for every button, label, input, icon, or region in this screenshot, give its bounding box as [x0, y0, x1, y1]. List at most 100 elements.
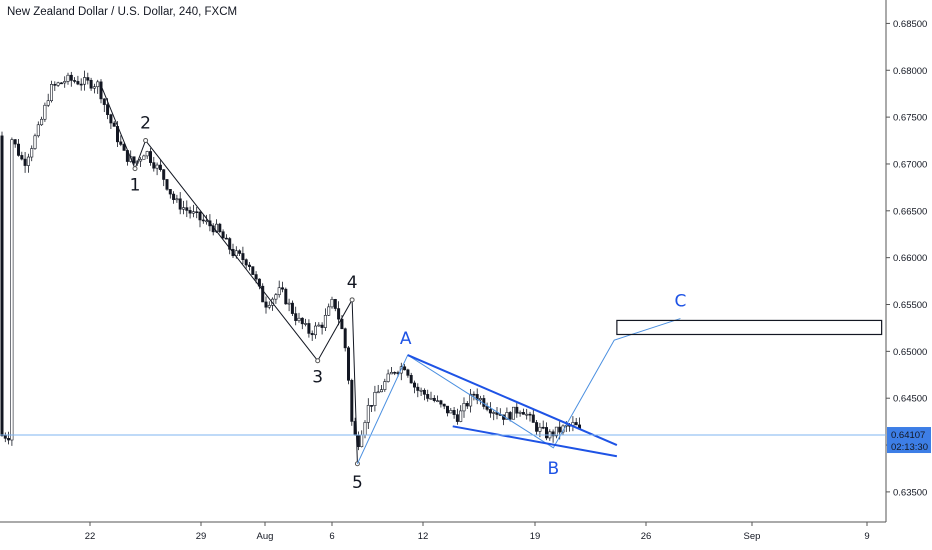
candle-body — [261, 285, 265, 303]
candle-body — [254, 274, 258, 280]
candle-body — [66, 74, 70, 82]
candle-body — [178, 198, 182, 210]
candle-body — [426, 394, 430, 399]
candle-body — [455, 414, 459, 422]
candle-body — [343, 328, 347, 349]
candle-body — [337, 308, 341, 320]
corrective-wave-label: C — [674, 292, 686, 312]
wave-labels: 1 2 3 4 5 A B C — [130, 114, 687, 493]
candle-body — [152, 162, 156, 169]
candle-body — [158, 164, 162, 170]
candle-body — [333, 299, 337, 309]
price-tick-label: 0.68000 — [893, 66, 927, 77]
candle-body — [505, 412, 509, 420]
wedge-lower-line — [452, 425, 618, 458]
candle-body — [472, 393, 476, 396]
candle-body — [294, 313, 298, 321]
candle-body — [406, 369, 410, 376]
candle-body — [30, 148, 34, 158]
candle-body — [287, 302, 291, 305]
candle-body — [63, 81, 67, 84]
candle-body — [274, 294, 278, 300]
candle-body — [280, 287, 284, 290]
wave-node — [132, 166, 138, 172]
candle-body — [139, 159, 143, 162]
candle-body — [244, 259, 248, 266]
candle-body — [439, 400, 443, 405]
candle-body — [267, 305, 271, 308]
corrective-wave-line — [356, 318, 681, 464]
candle-body — [224, 237, 228, 240]
candle-body — [119, 141, 123, 145]
last-price-label: 0.64107 — [891, 430, 925, 441]
time-tick-label: 26 — [641, 531, 652, 542]
candle-body — [198, 211, 202, 221]
candle-body — [492, 412, 496, 414]
time-tick-label: Aug — [257, 531, 274, 542]
candle-body — [531, 414, 535, 423]
price-tick-label: 0.68500 — [893, 19, 927, 30]
candle-body — [20, 155, 24, 160]
price-tick-label: 0.64500 — [893, 394, 927, 405]
candle-body — [175, 198, 179, 201]
candle-body — [26, 156, 30, 166]
candle-body — [488, 409, 492, 414]
impulse-wave-label: 3 — [312, 368, 323, 388]
candle-body — [102, 98, 106, 105]
wave-node — [349, 297, 355, 303]
time-tick-label: 29 — [196, 531, 207, 542]
candle-body — [521, 412, 525, 415]
candle-body — [297, 317, 301, 321]
candle-body — [386, 373, 390, 382]
candle-body — [149, 151, 153, 163]
candle-body — [43, 104, 47, 120]
candle-body — [56, 82, 60, 86]
time-tick-label: 9 — [864, 531, 869, 542]
candle-body — [106, 104, 110, 115]
candle-body — [449, 410, 453, 414]
candle-body — [142, 155, 146, 160]
corrective-wave-label: B — [547, 459, 559, 479]
candle-body — [535, 422, 539, 432]
candle-body — [162, 169, 166, 180]
candle-body — [92, 86, 96, 89]
wave-node — [143, 138, 149, 144]
drawings[interactable] — [0, 84, 886, 467]
candle-body — [191, 211, 195, 214]
candle-body — [96, 81, 100, 88]
candle-body — [76, 81, 80, 85]
candle-body — [340, 318, 344, 330]
candle-body — [83, 77, 87, 85]
candle-body — [350, 380, 354, 422]
candle-body — [356, 434, 360, 447]
candle-body — [412, 382, 416, 388]
candle-body — [376, 391, 380, 394]
candles — [0, 70, 581, 451]
candle-body — [168, 189, 172, 195]
candle-body — [86, 77, 90, 81]
candle-body — [7, 438, 11, 441]
last-price-label-bg — [887, 427, 931, 454]
candle-body — [165, 179, 169, 190]
candle-body — [248, 264, 252, 267]
candle-body — [109, 114, 113, 124]
candle-body — [69, 74, 73, 81]
candle-body — [221, 231, 225, 239]
candle-body — [330, 299, 334, 308]
wave-node — [315, 358, 321, 364]
candle-body — [53, 84, 57, 86]
candle-body — [469, 393, 473, 407]
candle-body — [172, 193, 176, 200]
candle-body — [363, 422, 367, 436]
candle-body — [185, 207, 189, 211]
candle-body — [238, 250, 242, 254]
candle-body — [49, 84, 53, 102]
candle-body — [544, 427, 548, 439]
candle-body — [379, 389, 383, 393]
candle-body — [251, 266, 255, 275]
candle-body — [313, 325, 317, 336]
candle-body — [79, 83, 83, 86]
candle-body — [112, 122, 116, 127]
